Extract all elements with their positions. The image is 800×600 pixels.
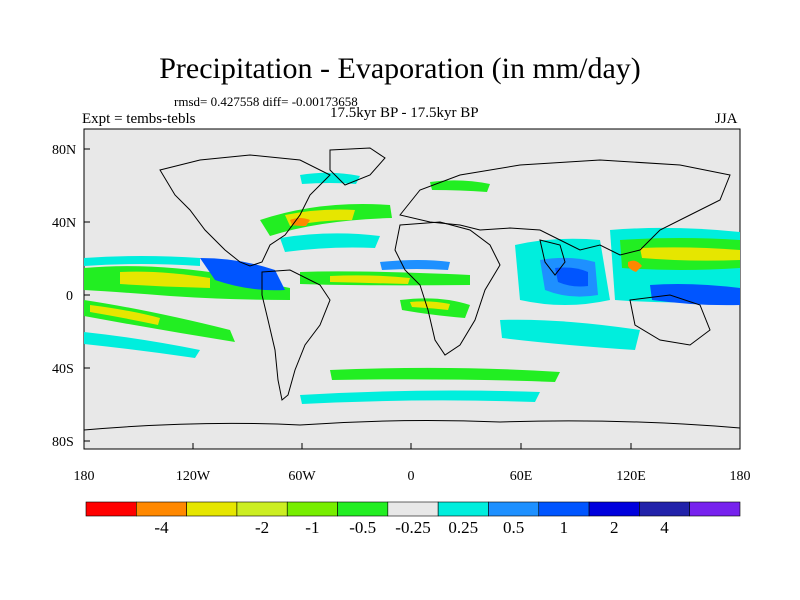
field-north-atlantic-cyan: [280, 233, 380, 252]
subtitle: 17.5kyr BP - 17.5kyr BP: [330, 105, 479, 121]
anomaly-fields: [84, 172, 740, 404]
field-indian-ocean-blue-dark: [555, 267, 588, 287]
lat-label: 80N: [52, 143, 76, 158]
colorbar-label: -1: [305, 518, 320, 537]
colorbar-label: 4: [660, 518, 669, 537]
colorbar-swatch: [639, 501, 690, 517]
colorbar-swatch: [689, 501, 741, 517]
field-west-pacific-red: [628, 260, 642, 272]
lon-ticks: 180 120W 60W 0 60E 120E 180: [74, 443, 751, 484]
field-eq-pacific-yellow: [120, 271, 210, 288]
colorbar-swatch: [236, 501, 288, 517]
field-eq-pacific-cyan: [84, 256, 200, 266]
colorbar-label: -0.25: [395, 518, 431, 537]
colorbar-swatch: [538, 501, 590, 517]
lon-label: 120E: [616, 469, 646, 484]
coast-australia: [629, 294, 711, 346]
colorbar-swatch: [286, 501, 338, 517]
experiment-label: Expt = tembs-tebls: [82, 111, 196, 127]
field-tropical-atlantic-yellow: [330, 275, 410, 284]
colorbar-swatch: [437, 501, 489, 517]
lon-label: 180: [74, 469, 95, 484]
field-west-pacific-yellow: [640, 247, 740, 261]
coast-north-america: [159, 154, 331, 267]
colorbar-label: -0.5: [349, 518, 377, 537]
coastlines: [83, 147, 741, 431]
colorbar-label: -2: [255, 518, 270, 537]
coast-south-america: [261, 269, 331, 401]
field-south-atlantic-yellow: [410, 301, 450, 310]
colorbar-swatch: [588, 501, 640, 517]
lat-label: 40N: [52, 216, 76, 231]
lon-label: 60W: [288, 469, 316, 484]
colorbar-swatch: [387, 501, 439, 517]
lon-label: 0: [408, 469, 415, 484]
field-north-atlantic-red: [290, 218, 310, 226]
colorbar-label: 0.5: [502, 518, 525, 537]
colorbar-swatch: [337, 501, 389, 517]
lat-label: 80S: [52, 435, 74, 450]
colorbar-swatch: [186, 501, 238, 517]
lon-label: 120W: [176, 469, 211, 484]
coast-africa: [394, 221, 501, 356]
colorbar-swatch: [136, 501, 187, 517]
colorbar-label: 1: [559, 518, 569, 537]
colorbar-label: 0.25: [448, 518, 479, 537]
colorbar: [85, 501, 741, 517]
coast-eurasia: [399, 159, 731, 256]
coast-india: [539, 239, 566, 276]
field-tropical-atlantic-blue: [380, 260, 450, 270]
coast-greenland: [329, 147, 386, 186]
coast-antarctica: [83, 420, 741, 431]
lon-label: 60E: [510, 469, 533, 484]
lon-label: 180: [730, 469, 751, 484]
colorbar-label: -4: [154, 518, 169, 537]
field-south-pacific-cyan: [84, 332, 200, 358]
field-southern-ocean-cyan: [300, 390, 540, 404]
field-eq-pacific-blue: [200, 258, 285, 291]
field-south-indian-cyan: [500, 319, 640, 350]
plot-title: Precipitation - Evaporation (in mm/day): [159, 52, 641, 85]
lat-ticks: 80N 40N 0 40S 80S: [52, 143, 90, 450]
stats-label: rmsd= 0.427558 diff= -0.00173658: [174, 94, 358, 109]
field-west-pacific-blue: [650, 284, 740, 306]
colorbar-swatch: [85, 501, 137, 517]
lat-label: 0: [66, 289, 73, 304]
season-label: JJA: [715, 111, 738, 127]
field-south-pacific-yellow: [90, 305, 160, 325]
field-arctic-green: [430, 180, 490, 192]
field-southern-ocean-band: [330, 367, 560, 382]
lat-label: 40S: [52, 362, 74, 377]
colorbar-swatch: [488, 501, 540, 517]
colorbar-label: 2: [609, 518, 619, 537]
field-arctic-cyan: [300, 172, 360, 184]
